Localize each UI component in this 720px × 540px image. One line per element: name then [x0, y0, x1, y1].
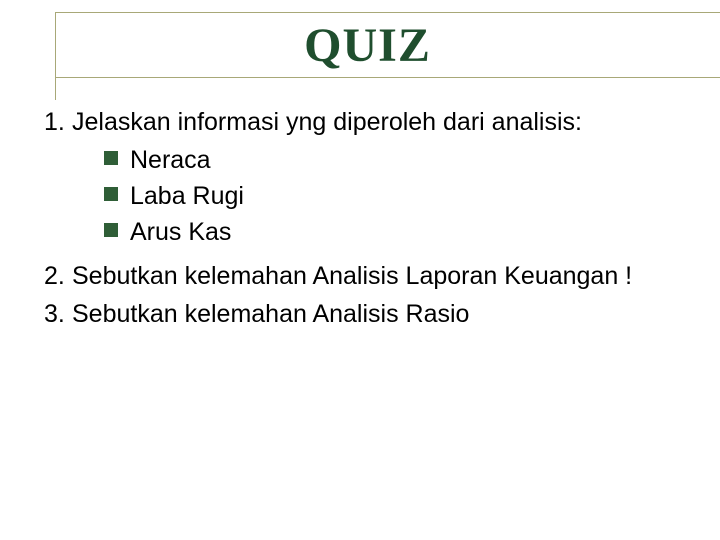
page-title: QUIZ: [55, 18, 680, 77]
title-rule-bottom: [55, 77, 720, 78]
square-bullet-icon: [104, 223, 118, 237]
sublist-item: Neraca: [104, 144, 676, 176]
list-item: 1. Jelaskan informasi yng diperoleh dari…: [44, 106, 676, 138]
sublist: Neraca Laba Rugi Arus Kas: [44, 140, 676, 260]
slide: QUIZ 1. Jelaskan informasi yng diperoleh…: [0, 0, 720, 540]
title-rule-left: [55, 12, 56, 100]
list-number: 1.: [44, 106, 72, 138]
list-text: Jelaskan informasi yng diperoleh dari an…: [72, 106, 676, 138]
title-area: QUIZ: [0, 0, 720, 78]
sublist-text: Arus Kas: [130, 216, 231, 248]
sublist-item: Laba Rugi: [104, 180, 676, 212]
sublist-text: Laba Rugi: [130, 180, 244, 212]
content-body: 1. Jelaskan informasi yng diperoleh dari…: [0, 78, 720, 330]
sublist-text: Neraca: [130, 144, 211, 176]
list-item: 2. Sebutkan kelemahan Analisis Laporan K…: [44, 260, 676, 292]
list-item: 3. Sebutkan kelemahan Analisis Rasio: [44, 298, 676, 330]
list-number: 3.: [44, 298, 72, 330]
list-text: Sebutkan kelemahan Analisis Rasio: [72, 298, 676, 330]
square-bullet-icon: [104, 187, 118, 201]
list-text: Sebutkan kelemahan Analisis Laporan Keua…: [72, 260, 676, 292]
square-bullet-icon: [104, 151, 118, 165]
sublist-item: Arus Kas: [104, 216, 676, 248]
title-rule-top: [55, 12, 720, 13]
list-number: 2.: [44, 260, 72, 292]
